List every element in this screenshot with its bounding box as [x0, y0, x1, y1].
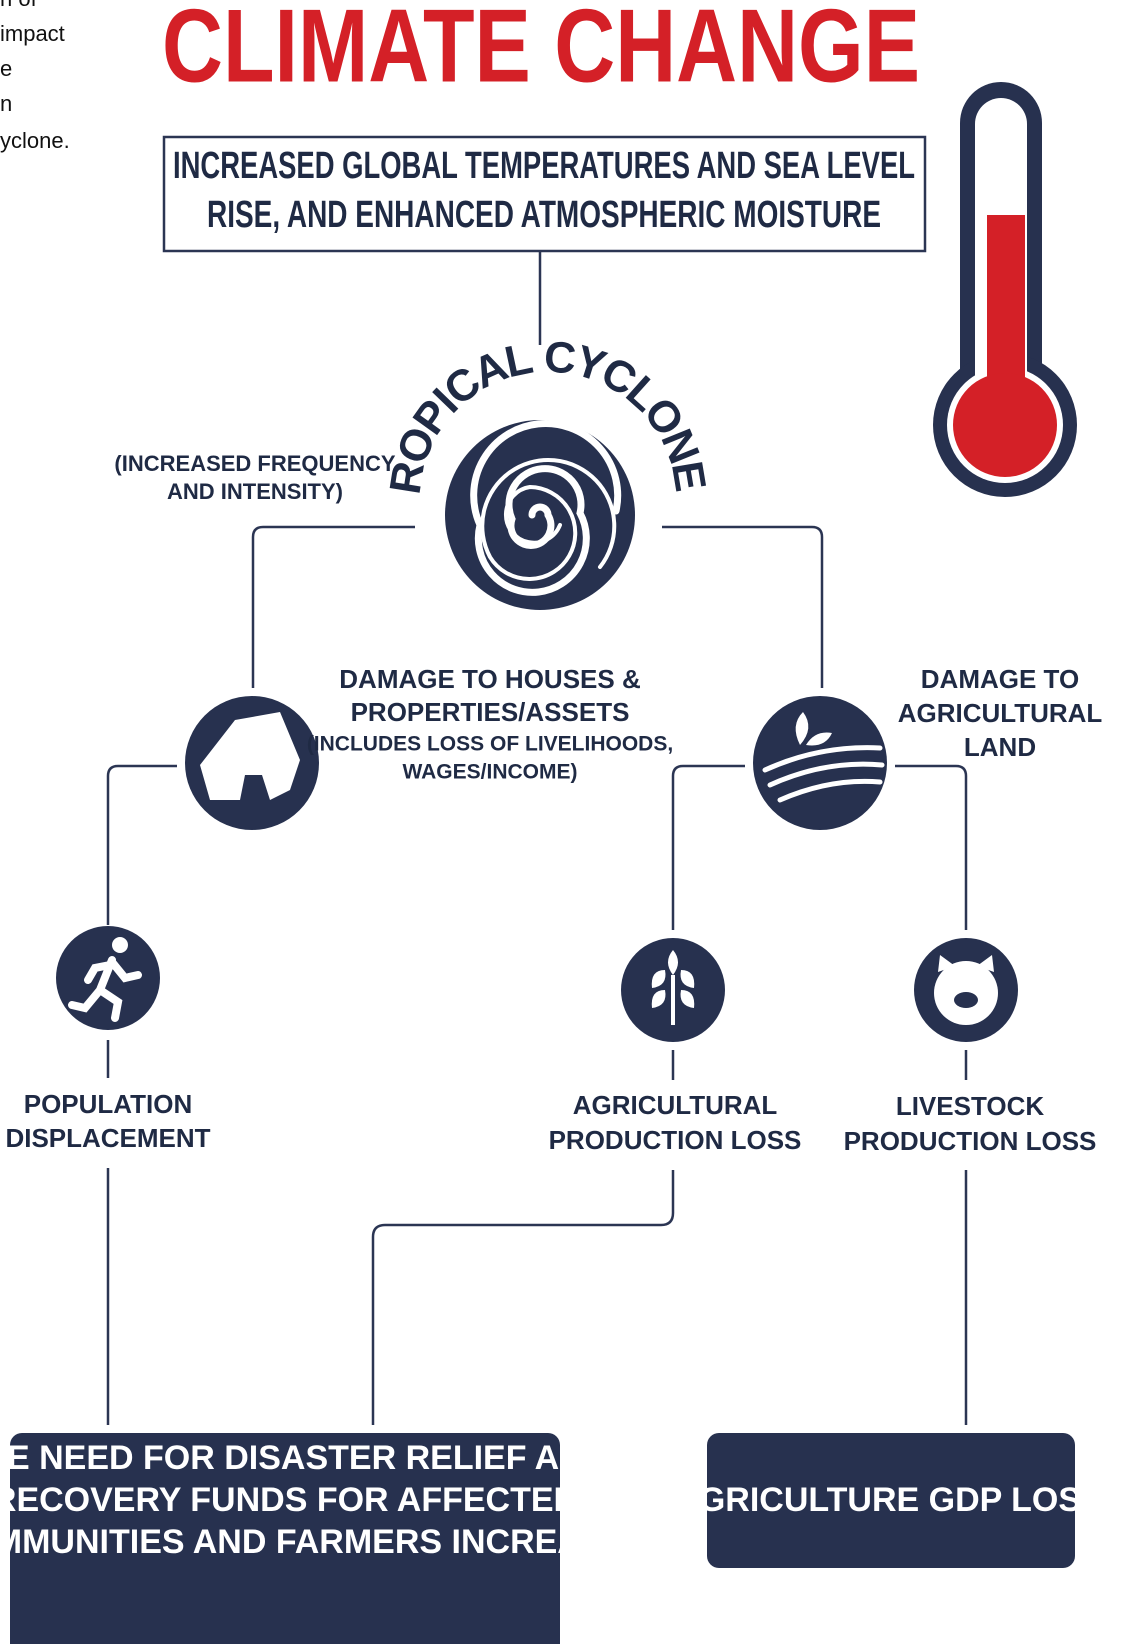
- connector: [251, 525, 415, 688]
- connector: [662, 525, 824, 688]
- outcome-box: [707, 1433, 1075, 1568]
- thermometer-icon: [933, 82, 1077, 497]
- cyclone-icon: [445, 420, 635, 610]
- cause-text: INCREASED GLOBAL TEMPERATURES AND SEA LE…: [173, 145, 915, 187]
- node-label: AGRICULTURAL: [898, 698, 1103, 728]
- side-note: yclone.: [0, 128, 70, 153]
- connector: [671, 764, 745, 930]
- node-label: PROPERTIES/ASSETS: [351, 697, 630, 727]
- wheat-icon: [621, 938, 725, 1042]
- node-label: DISPLACEMENT: [5, 1123, 210, 1153]
- connector: [106, 764, 177, 925]
- hazard-note: AND INTENSITY): [167, 479, 343, 504]
- node-label: DAMAGE TO: [921, 664, 1079, 694]
- side-note: impact: [0, 21, 65, 46]
- cause-box: [162, 135, 927, 253]
- house-icon: [185, 696, 319, 830]
- node-note: (INCLUDES LOSS OF LIVELIHOODS,: [307, 733, 673, 756]
- connector: [371, 1170, 675, 1425]
- side-note: e: [0, 56, 12, 81]
- node-label: LAND: [964, 732, 1036, 762]
- node-note: WAGES/INCOME): [402, 761, 577, 784]
- pig-icon: [914, 938, 1018, 1042]
- connector: [895, 764, 968, 930]
- outcome-box: [10, 1433, 560, 1644]
- running-person-icon: [56, 926, 160, 1030]
- node-label: POPULATION: [24, 1089, 193, 1119]
- outcome-text: THE NEED FOR DISASTER RELIEF AND: [0, 1439, 608, 1477]
- outcome-text: RECOVERY FUNDS FOR AFFECTED: [0, 1481, 578, 1519]
- node-label: AGRICULTURAL: [573, 1090, 778, 1120]
- outcome-text: AGRICULTURE GDP LOSS: [674, 1481, 1103, 1519]
- node-label: PRODUCTION LOSS: [844, 1126, 1097, 1156]
- node-label: LIVESTOCK: [896, 1091, 1045, 1121]
- side-note: n: [0, 91, 12, 116]
- node-label: DAMAGE TO HOUSES &: [339, 664, 640, 694]
- side-note: n of: [0, 0, 38, 11]
- outcome-text: COMMUNITIES AND FARMERS INCREASE: [0, 1523, 627, 1561]
- field-icon: [753, 696, 887, 830]
- node-label: PRODUCTION LOSS: [549, 1125, 802, 1155]
- cause-text: RISE, AND ENHANCED ATMOSPHERIC MOISTURE: [207, 194, 881, 236]
- title: CLIMATE CHANGE: [162, 0, 920, 104]
- hazard-note: (INCREASED FREQUENCY: [114, 451, 395, 476]
